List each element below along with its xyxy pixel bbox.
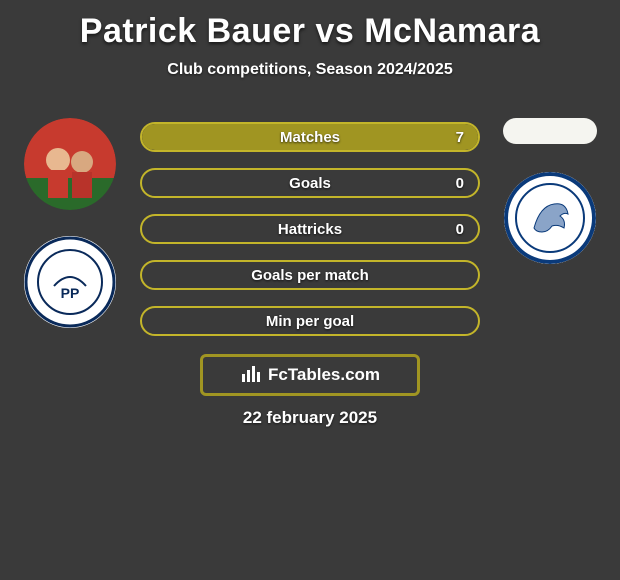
club-crest-right (504, 172, 596, 264)
stat-row: Goals per match (140, 260, 480, 290)
brand-text: FcTables.com (268, 365, 380, 385)
club-crest-left: PP (24, 236, 116, 328)
stat-value: 0 (456, 170, 464, 196)
player-avatar-left (24, 118, 116, 210)
stat-label: Matches (142, 124, 478, 150)
stat-row: Hattricks0 (140, 214, 480, 244)
date-text: 22 february 2025 (0, 408, 620, 428)
svg-text:PP: PP (61, 285, 80, 301)
brand-chart-icon (240, 362, 262, 389)
stat-value: 7 (456, 124, 464, 150)
brand-box: FcTables.com (200, 354, 420, 396)
stat-label: Goals (142, 170, 478, 196)
stat-row: Matches7 (140, 122, 480, 152)
stat-label: Hattricks (142, 216, 478, 242)
stats-rows: Matches7Goals0Hattricks0Goals per matchM… (140, 122, 480, 352)
page-title: Patrick Bauer vs McNamara (0, 0, 620, 51)
subtitle: Club competitions, Season 2024/2025 (0, 61, 620, 79)
left-column: PP (10, 118, 130, 328)
player-pill-right (503, 118, 597, 144)
right-column (490, 118, 610, 264)
stat-value: 0 (456, 216, 464, 242)
stat-row: Min per goal (140, 306, 480, 336)
stat-row: Goals0 (140, 168, 480, 198)
stat-label: Min per goal (142, 308, 478, 334)
stat-label: Goals per match (142, 262, 478, 288)
